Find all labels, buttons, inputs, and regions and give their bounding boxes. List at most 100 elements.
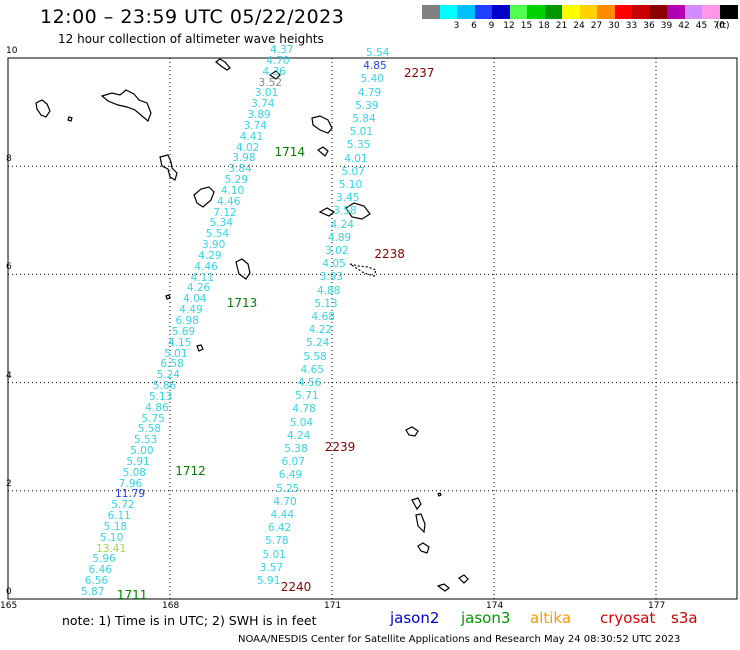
map-gridlines	[8, 58, 737, 599]
pass-time-label: 1711	[116, 588, 148, 603]
y-tick-label: 0	[6, 587, 12, 597]
wave-height-value: 4.24	[286, 429, 311, 442]
colorbar-swatch	[684, 5, 703, 19]
map-frame	[7, 57, 738, 600]
map-subtitle: 12 hour collection of altimeter wave hei…	[58, 32, 324, 46]
wave-height-value: 4.49	[179, 304, 203, 317]
pass-time-label: 1712	[175, 463, 206, 478]
footnote: note: 1) Time is in UTC; 2) SWH is in fe…	[62, 613, 317, 628]
pass-time-label: 1713	[226, 296, 258, 311]
wave-height-value: 4.04	[183, 293, 207, 306]
island-shape	[196, 344, 204, 352]
wave-height-value: 3.93	[319, 271, 344, 284]
wave-height-value: 5.91	[257, 575, 281, 587]
colorbar-label: 42	[678, 21, 690, 31]
x-tick-label: 168	[162, 601, 180, 611]
island-shape	[415, 513, 426, 534]
island-shape	[100, 89, 152, 123]
wave-height-value: 5.39	[355, 99, 379, 112]
x-tick-label: 174	[486, 601, 504, 611]
colorbar-swatch	[527, 5, 545, 19]
wave-height-value: 3.52	[258, 76, 283, 89]
wave-height-value: 3.90	[201, 239, 226, 252]
wave-height-value: 4.37	[270, 44, 294, 56]
y-tick-label: 10	[6, 46, 18, 56]
island-shape	[345, 202, 371, 220]
wave-height-value: 5.25	[276, 482, 300, 495]
wave-height-value: 4.24	[330, 218, 354, 231]
colorbar-swatch	[439, 5, 458, 19]
island-shape	[405, 426, 419, 437]
satellite-legend-item: altika	[530, 609, 572, 627]
wave-height-value: 5.10	[99, 531, 124, 544]
wave-height-value: 5.75	[141, 412, 165, 425]
wave-height-value: 6.42	[267, 522, 292, 535]
y-tick-label: 2	[6, 478, 12, 489]
colorbar-swatch	[579, 5, 598, 19]
wave-height-value: 4.86	[145, 401, 169, 414]
wave-height-value: 6.46	[88, 564, 112, 577]
wave-height-value: 4.46	[194, 260, 218, 273]
colorbar-swatch	[474, 5, 493, 19]
y-tick-label: 4	[6, 370, 12, 381]
wave-height-value: 4.15	[167, 336, 192, 349]
colorbar-label: 18	[538, 21, 550, 31]
x-tick-label: 171	[324, 601, 342, 611]
pass-time-label: 2237	[403, 66, 435, 81]
colorbar-label: 33	[625, 21, 638, 31]
wave-height-value: 4.70	[266, 54, 290, 67]
wave-height-value: 4.41	[239, 130, 264, 143]
colorbar-label: 39	[660, 21, 673, 31]
wave-height-value: 4.68	[311, 311, 335, 323]
colorbar-swatch	[544, 5, 563, 19]
wave-height-value: 5.54	[205, 228, 230, 241]
colorbar-swatch	[597, 5, 615, 19]
wave-height-value: 5.08	[122, 466, 146, 479]
wave-height-value: 5.34	[209, 217, 233, 230]
wave-height-value: 4.85	[363, 60, 387, 73]
island-shape	[159, 154, 178, 181]
wave-height-value: 5.84	[352, 113, 376, 125]
credit-line: NOAA/NESDIS Center for Satellite Applica…	[238, 634, 681, 645]
wave-height-value: 11.79	[115, 488, 146, 501]
wave-height-value: 5.35	[346, 139, 371, 152]
colorbar-label: 30	[608, 21, 620, 31]
colorbar-swatch	[719, 5, 738, 19]
island-shape	[411, 497, 422, 511]
colorbar-label: 36	[643, 21, 655, 31]
wave-height-value: 3.58	[333, 205, 357, 218]
wave-height-value: 6.07	[281, 456, 305, 469]
pass-time-label: 1714	[274, 144, 306, 159]
wave-height-value: 5.18	[103, 520, 128, 533]
pass-time-label: 2239	[324, 439, 356, 454]
island-shape	[349, 263, 377, 277]
colorbar-swatch	[614, 5, 633, 19]
wave-height-value: 4.79	[357, 86, 382, 99]
wave-height-value: 5.78	[265, 535, 289, 548]
colorbar-swatch	[632, 5, 650, 19]
colorbar-swatch	[422, 5, 440, 19]
island-shape	[165, 294, 171, 300]
colorbar-swatch	[457, 5, 475, 19]
wave-height-value: 5.00	[130, 445, 154, 458]
satellite-legend-item: jason2	[390, 609, 440, 627]
colorbar-swatch	[702, 5, 720, 19]
island-shape	[458, 574, 469, 584]
satellite-legend-item: jason3	[461, 609, 511, 627]
colorbar-label: 9	[488, 21, 495, 31]
wave-height-value: 5.96	[92, 553, 116, 566]
wave-height-value: 5.58	[137, 423, 162, 436]
wave-height-value: 5.24	[156, 369, 180, 382]
wave-height-value: 3.02	[325, 245, 349, 257]
island-outlines	[35, 58, 469, 592]
wave-height-value: 5.54	[366, 47, 390, 59]
wave-height-value: 5.01	[262, 548, 286, 561]
wave-height-value: 5.01	[349, 126, 374, 139]
colorbar-label: 21	[555, 21, 568, 31]
colorbar-label: 27	[590, 21, 603, 31]
wave-height-value: 5.40	[360, 73, 384, 86]
colorbar-swatch	[649, 5, 668, 19]
colorbar-label: 6	[471, 21, 477, 31]
island-shape	[316, 146, 329, 157]
colorbar-label: 70	[713, 21, 725, 31]
